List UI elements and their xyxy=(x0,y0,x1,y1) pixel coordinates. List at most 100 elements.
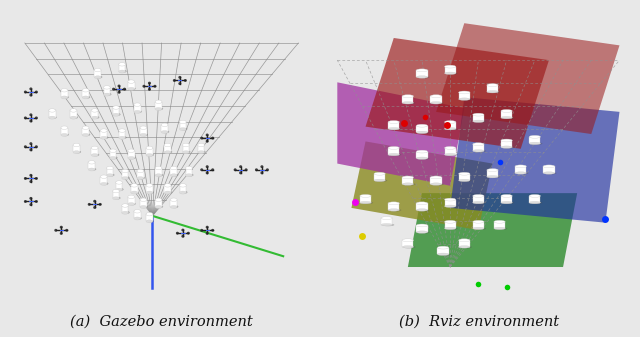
Ellipse shape xyxy=(180,191,186,194)
Ellipse shape xyxy=(417,69,428,72)
Ellipse shape xyxy=(131,184,138,187)
Ellipse shape xyxy=(417,231,428,233)
Ellipse shape xyxy=(49,116,57,119)
Bar xyxy=(170,168,177,175)
Circle shape xyxy=(29,142,33,145)
Circle shape xyxy=(29,120,33,122)
Bar xyxy=(494,222,505,228)
Circle shape xyxy=(205,232,209,235)
Bar xyxy=(164,145,171,152)
Ellipse shape xyxy=(134,217,141,220)
Bar xyxy=(459,92,470,99)
Ellipse shape xyxy=(501,139,512,142)
Ellipse shape xyxy=(137,177,143,180)
Bar xyxy=(529,137,540,144)
Bar xyxy=(543,166,555,173)
Ellipse shape xyxy=(83,133,89,136)
Bar xyxy=(417,225,428,232)
Ellipse shape xyxy=(445,147,456,149)
Ellipse shape xyxy=(529,135,540,138)
Bar xyxy=(487,85,498,92)
Polygon shape xyxy=(436,23,620,134)
Ellipse shape xyxy=(487,91,498,93)
Ellipse shape xyxy=(100,136,107,139)
Ellipse shape xyxy=(382,223,394,226)
Polygon shape xyxy=(408,193,577,267)
Ellipse shape xyxy=(502,146,514,149)
Ellipse shape xyxy=(487,176,498,178)
Ellipse shape xyxy=(515,172,526,174)
Ellipse shape xyxy=(113,113,119,116)
Bar xyxy=(180,185,186,192)
Ellipse shape xyxy=(171,174,179,177)
Ellipse shape xyxy=(182,143,189,147)
Circle shape xyxy=(154,85,156,88)
Bar xyxy=(402,240,413,247)
Circle shape xyxy=(260,172,264,174)
Ellipse shape xyxy=(83,96,89,99)
Ellipse shape xyxy=(165,191,172,194)
Bar xyxy=(70,111,77,118)
Ellipse shape xyxy=(543,172,555,174)
Bar xyxy=(88,162,95,170)
Ellipse shape xyxy=(403,246,415,248)
Bar xyxy=(146,185,153,192)
Ellipse shape xyxy=(128,87,134,90)
Ellipse shape xyxy=(100,175,107,178)
Ellipse shape xyxy=(186,174,193,177)
Ellipse shape xyxy=(161,130,168,133)
Bar xyxy=(473,144,484,151)
Ellipse shape xyxy=(138,176,145,179)
Circle shape xyxy=(187,232,190,235)
Circle shape xyxy=(205,226,209,228)
Circle shape xyxy=(200,229,204,232)
Circle shape xyxy=(266,168,269,171)
Bar xyxy=(381,218,392,225)
Circle shape xyxy=(54,229,58,232)
Ellipse shape xyxy=(140,198,147,202)
Ellipse shape xyxy=(88,168,95,171)
Ellipse shape xyxy=(445,227,458,230)
Ellipse shape xyxy=(361,202,373,204)
Circle shape xyxy=(181,228,184,232)
Ellipse shape xyxy=(100,182,107,185)
Bar xyxy=(73,145,80,152)
Ellipse shape xyxy=(170,198,177,202)
Ellipse shape xyxy=(459,179,470,182)
Ellipse shape xyxy=(156,108,162,111)
Ellipse shape xyxy=(438,246,449,249)
Circle shape xyxy=(35,91,38,93)
Ellipse shape xyxy=(128,156,134,159)
Bar xyxy=(417,126,428,132)
Ellipse shape xyxy=(473,113,484,116)
Bar xyxy=(134,105,141,112)
Bar xyxy=(122,206,129,213)
Bar xyxy=(116,182,122,190)
Ellipse shape xyxy=(388,202,399,205)
Bar xyxy=(445,67,456,73)
Ellipse shape xyxy=(445,127,456,130)
Ellipse shape xyxy=(88,160,95,164)
Circle shape xyxy=(24,200,27,203)
Bar xyxy=(402,177,413,184)
Ellipse shape xyxy=(141,205,148,208)
Ellipse shape xyxy=(431,95,442,98)
Ellipse shape xyxy=(474,227,486,230)
Ellipse shape xyxy=(116,188,122,191)
Ellipse shape xyxy=(494,220,505,223)
Ellipse shape xyxy=(473,120,484,122)
Circle shape xyxy=(205,172,209,174)
Ellipse shape xyxy=(388,147,399,149)
Ellipse shape xyxy=(104,93,110,96)
Bar xyxy=(360,196,371,203)
Text: (a)  Gazebo environment: (a) Gazebo environment xyxy=(70,314,253,329)
Bar xyxy=(438,248,449,254)
Bar xyxy=(49,111,56,118)
Bar xyxy=(501,111,512,118)
Ellipse shape xyxy=(417,76,429,79)
Ellipse shape xyxy=(473,227,484,229)
Ellipse shape xyxy=(83,89,89,92)
Ellipse shape xyxy=(147,220,154,222)
Polygon shape xyxy=(365,38,549,149)
Circle shape xyxy=(255,168,258,171)
